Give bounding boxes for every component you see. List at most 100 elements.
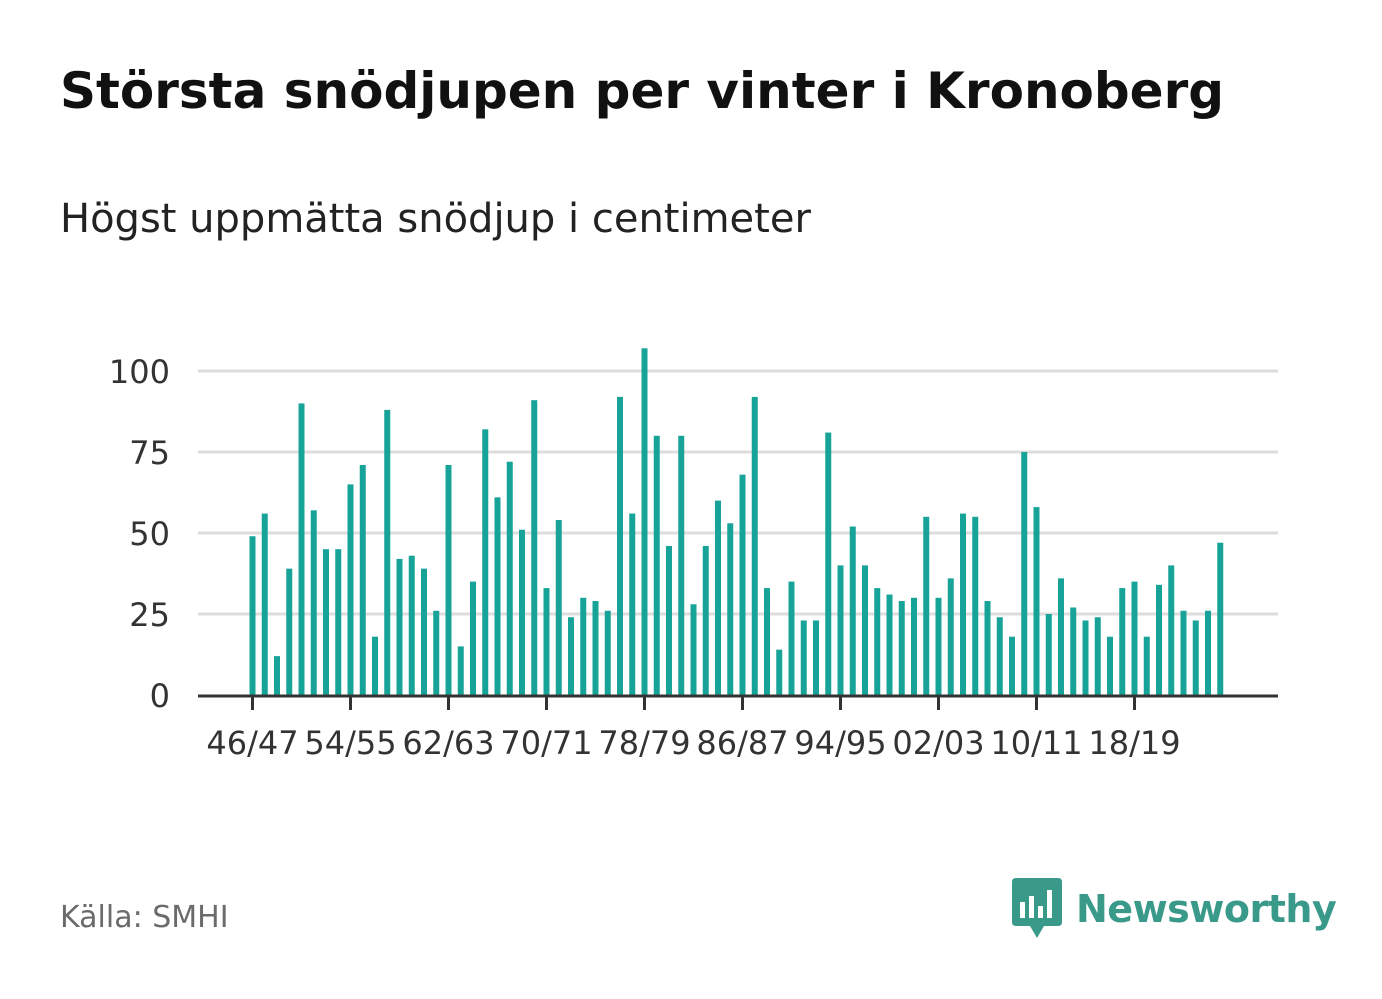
bar[interactable]: [1094, 617, 1101, 695]
bar[interactable]: [935, 597, 942, 695]
bar[interactable]: [874, 588, 881, 695]
bar[interactable]: [1143, 636, 1150, 695]
bar[interactable]: [666, 545, 672, 695]
bar[interactable]: [457, 646, 464, 695]
bar[interactable]: [261, 513, 268, 695]
newsworthy-logo[interactable]: Newsworthy: [1010, 878, 1337, 940]
bar[interactable]: [286, 568, 293, 695]
bar[interactable]: [715, 500, 721, 695]
bar[interactable]: [580, 597, 587, 695]
bar[interactable]: [408, 555, 415, 695]
bar[interactable]: [347, 484, 354, 695]
y-tick-label: 50: [129, 515, 170, 553]
bar[interactable]: [604, 610, 611, 695]
bar[interactable]: [323, 549, 329, 695]
bar[interactable]: [531, 400, 538, 695]
bar[interactable]: [739, 474, 746, 695]
x-tick-label: 70/71: [500, 724, 592, 762]
x-tick-label: 78/79: [598, 724, 690, 762]
y-axis-labels: 0 25 50 75 100: [109, 353, 170, 715]
bar[interactable]: [960, 513, 966, 695]
bar[interactable]: [849, 526, 856, 695]
bar[interactable]: [1119, 588, 1126, 695]
bar[interactable]: [1156, 584, 1162, 695]
bar[interactable]: [911, 597, 917, 695]
bar[interactable]: [996, 617, 1003, 695]
bar[interactable]: [384, 409, 391, 695]
bar[interactable]: [1131, 581, 1138, 695]
bar[interactable]: [1205, 610, 1211, 695]
bar[interactable]: [1168, 565, 1175, 695]
grid-lines: [198, 369, 1278, 616]
x-tick-label: 62/63: [402, 724, 494, 762]
x-axis-labels: 46/47 54/55 62/63 70/71 78/79 86/87 94/95 02/03…: [206, 724, 1180, 762]
bar[interactable]: [568, 617, 574, 695]
bar[interactable]: [1217, 542, 1224, 695]
bar[interactable]: [592, 601, 599, 695]
bar[interactable]: [653, 435, 660, 695]
bar[interactable]: [751, 396, 758, 695]
bar[interactable]: [1107, 636, 1113, 695]
bar[interactable]: [837, 565, 844, 695]
bar[interactable]: [274, 656, 280, 695]
bar[interactable]: [543, 588, 550, 695]
bar[interactable]: [506, 461, 513, 695]
bar[interactable]: [494, 497, 501, 695]
bar[interactable]: [629, 513, 636, 695]
bar[interactable]: [482, 429, 489, 695]
bar[interactable]: [310, 510, 317, 695]
bar[interactable]: [1180, 610, 1187, 695]
bar[interactable]: [788, 581, 795, 695]
bar[interactable]: [396, 558, 403, 695]
y-tick-label: 100: [109, 353, 170, 391]
chart-title: Största snödjupen per vinter i Kronoberg: [60, 62, 1225, 120]
bar[interactable]: [519, 529, 525, 695]
bar[interactable]: [862, 565, 868, 695]
x-tick-label: 10/11: [990, 724, 1082, 762]
bar[interactable]: [702, 545, 709, 695]
bar[interactable]: [825, 432, 832, 695]
bar[interactable]: [898, 601, 905, 695]
bar[interactable]: [727, 523, 734, 695]
bar[interactable]: [984, 601, 991, 695]
bar[interactable]: [1009, 636, 1015, 695]
bar[interactable]: [776, 649, 783, 695]
bar[interactable]: [1045, 614, 1052, 695]
bar[interactable]: [298, 403, 305, 695]
bar[interactable]: [886, 594, 893, 695]
bar[interactable]: [372, 636, 378, 695]
y-tick-label: 0: [150, 677, 170, 715]
x-tick-label: 46/47: [206, 724, 298, 762]
bar[interactable]: [1033, 507, 1040, 695]
chart-subtitle: Högst uppmätta snödjup i centimeter: [60, 196, 811, 242]
bar[interactable]: [335, 549, 342, 695]
bar[interactable]: [1021, 452, 1028, 695]
bar[interactable]: [433, 610, 440, 695]
x-axis: [198, 694, 1278, 710]
bar[interactable]: [972, 516, 979, 695]
bar[interactable]: [470, 581, 476, 695]
bar[interactable]: [800, 620, 807, 695]
bar[interactable]: [1192, 620, 1199, 695]
bar[interactable]: [1070, 607, 1077, 695]
bar[interactable]: [1058, 578, 1064, 695]
x-tick-label: 86/87: [696, 724, 788, 762]
bar[interactable]: [249, 536, 256, 695]
bar[interactable]: [617, 396, 623, 695]
bar[interactable]: [555, 520, 562, 695]
x-tick-label: 02/03: [892, 724, 984, 762]
bar[interactable]: [359, 464, 366, 695]
x-tick-label: 54/55: [304, 724, 396, 762]
bar[interactable]: [947, 578, 954, 695]
newsworthy-icon: [1012, 878, 1062, 938]
x-tick-label: 94/95: [794, 724, 886, 762]
bar[interactable]: [1082, 620, 1089, 695]
bar[interactable]: [813, 620, 819, 695]
bar[interactable]: [923, 516, 930, 695]
bar[interactable]: [641, 348, 648, 695]
bar[interactable]: [764, 588, 770, 695]
bar[interactable]: [678, 435, 685, 695]
bar[interactable]: [421, 568, 427, 695]
bar[interactable]: [690, 604, 697, 695]
bar[interactable]: [445, 464, 452, 695]
